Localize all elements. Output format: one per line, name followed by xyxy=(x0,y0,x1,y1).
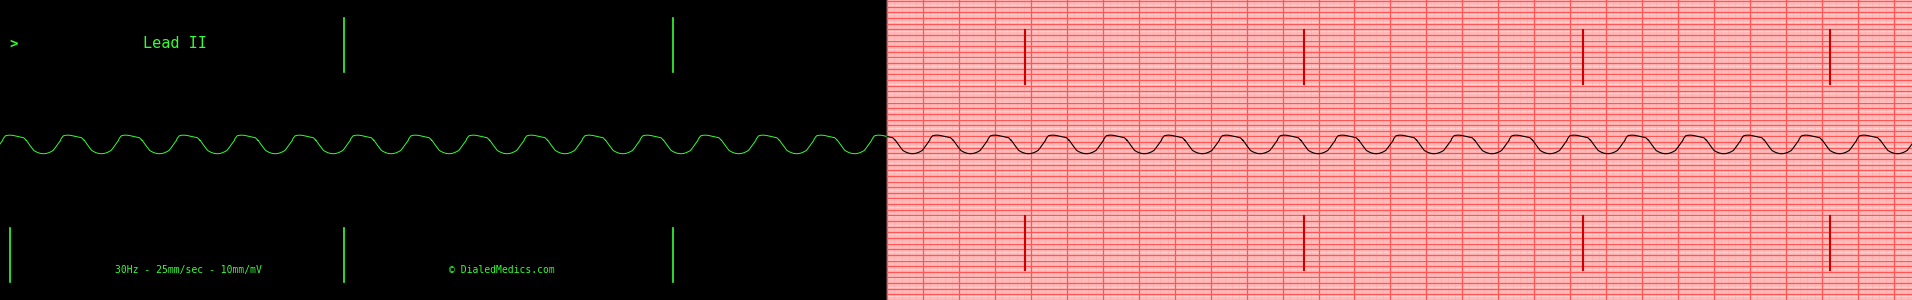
Text: >: > xyxy=(10,37,17,51)
Bar xyxy=(0,0,887,300)
Bar xyxy=(887,0,1912,300)
Text: © DialedMedics.com: © DialedMedics.com xyxy=(449,265,554,275)
Text: 30Hz - 25mm/sec - 10mm/mV: 30Hz - 25mm/sec - 10mm/mV xyxy=(115,265,262,275)
Text: Lead II: Lead II xyxy=(143,36,206,51)
